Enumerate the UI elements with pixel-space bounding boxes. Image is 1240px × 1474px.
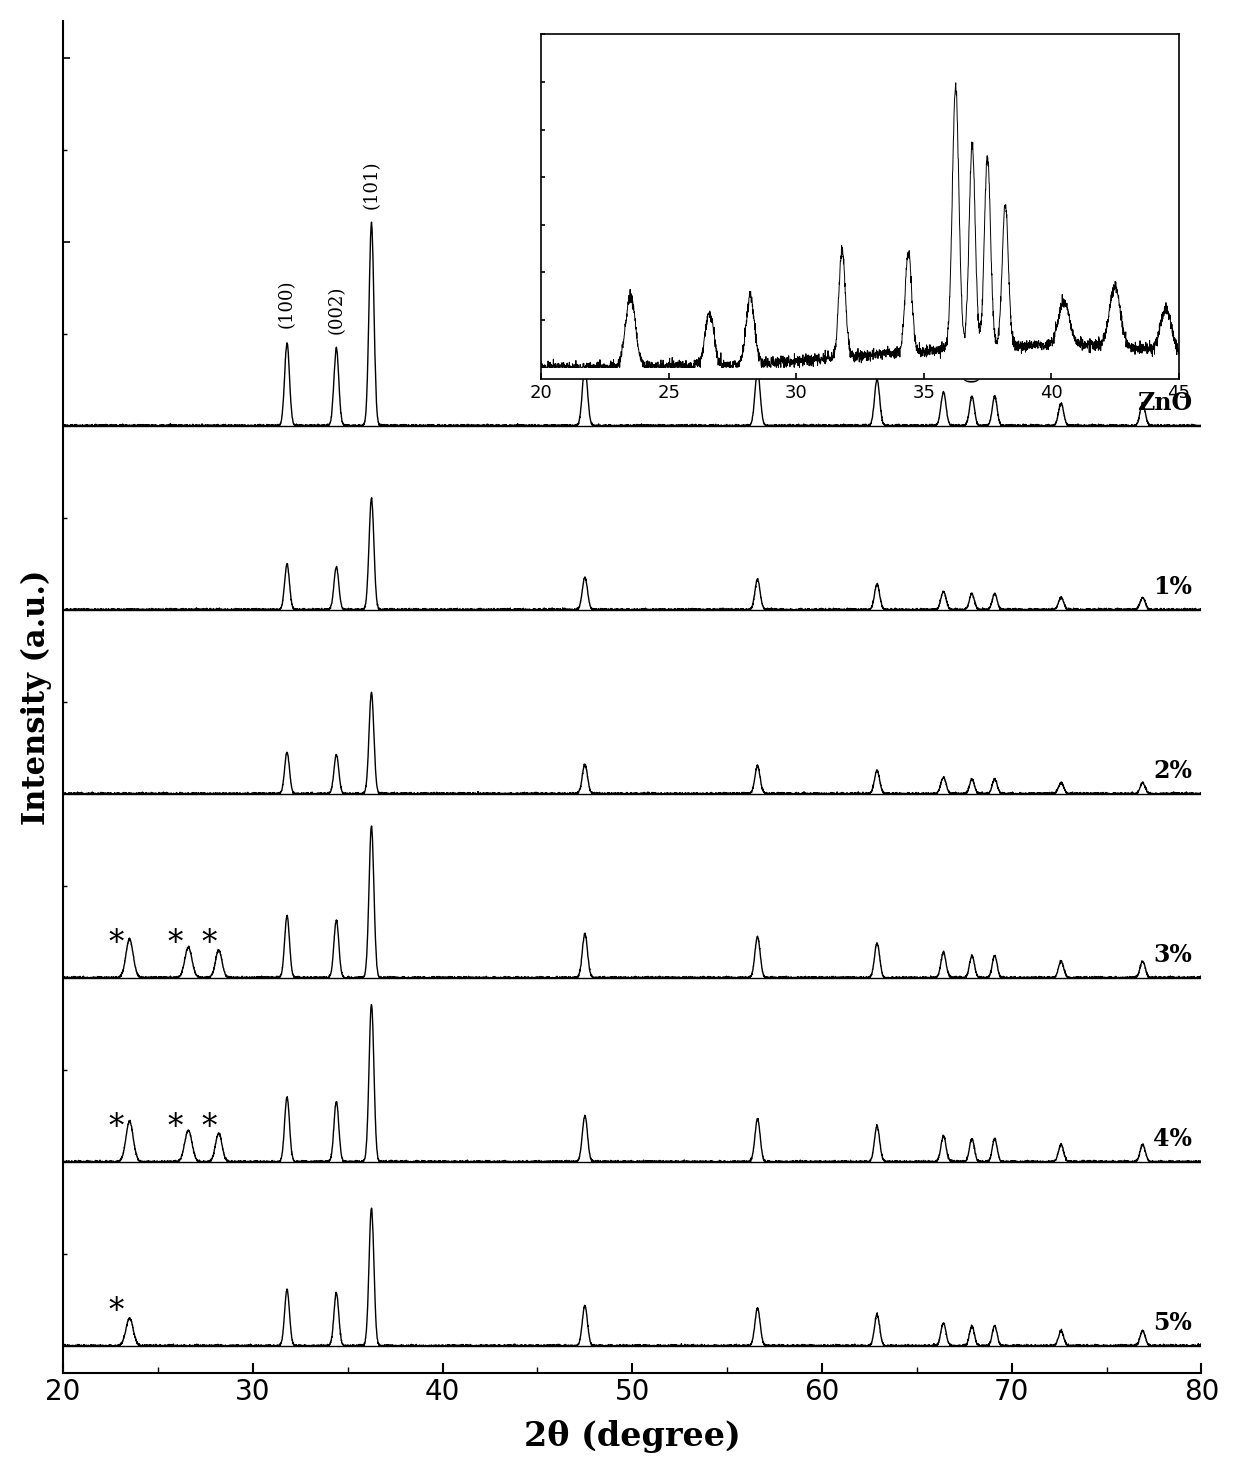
X-axis label: 2θ (degree): 2θ (degree): [525, 1419, 740, 1453]
Text: 3%: 3%: [1153, 943, 1192, 967]
Text: *: *: [167, 1113, 182, 1144]
Text: (102): (102): [575, 304, 594, 352]
Text: (110): (110): [749, 307, 766, 355]
Text: (112): (112): [963, 333, 981, 382]
Text: (103): (103): [868, 317, 887, 366]
Text: 1%: 1%: [1153, 575, 1192, 598]
Text: 4%: 4%: [1153, 1126, 1192, 1151]
Text: 2%: 2%: [1153, 759, 1192, 783]
Text: *: *: [109, 1297, 124, 1328]
Text: *: *: [109, 929, 124, 960]
Text: (100): (100): [278, 280, 296, 329]
Text: (002): (002): [327, 286, 346, 333]
Text: 5%: 5%: [1153, 1310, 1192, 1335]
Text: *: *: [109, 1113, 124, 1144]
Text: *: *: [202, 1113, 217, 1144]
Text: ZnO: ZnO: [1137, 391, 1192, 414]
Text: *: *: [167, 929, 182, 960]
Text: (101): (101): [362, 161, 381, 208]
Text: *: *: [202, 929, 217, 960]
Y-axis label: Intensity (a.u.): Intensity (a.u.): [21, 569, 52, 825]
